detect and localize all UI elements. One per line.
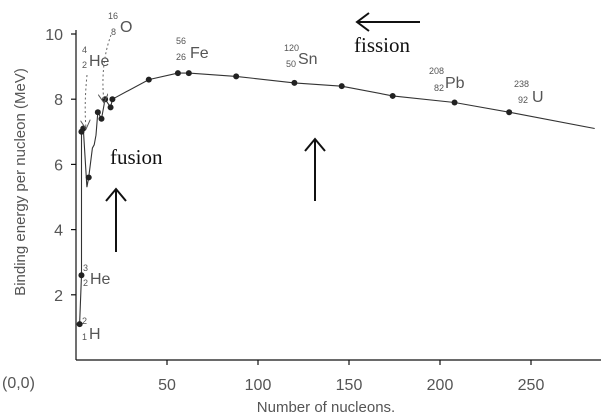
svg-text:238: 238: [514, 79, 529, 89]
svg-text:56: 56: [176, 36, 186, 46]
svg-text:2: 2: [82, 60, 87, 70]
svg-text:Sn: Sn: [298, 51, 318, 68]
isotope-label-h2: 2 1 H: [82, 316, 101, 343]
x-tick-label: 50: [158, 377, 176, 394]
svg-text:8: 8: [111, 27, 116, 37]
svg-text:26: 26: [176, 52, 186, 62]
fusion-label: fusion: [110, 145, 163, 169]
data-point: [109, 96, 116, 103]
svg-text:50: 50: [286, 59, 296, 69]
svg-text:82: 82: [434, 83, 444, 93]
isotope-label-o16: 16 8 O: [108, 11, 132, 37]
data-point: [107, 104, 114, 111]
isotope-label-pb208: 208 82 Pb: [429, 66, 465, 93]
x-tick-label: 100: [245, 377, 272, 394]
x-tick-label: 200: [427, 377, 454, 394]
svg-text:120: 120: [284, 43, 299, 53]
svg-text:4: 4: [82, 45, 87, 55]
fusion-arrowhead: [105, 187, 127, 202]
binding-energy-curve: [79, 72, 595, 325]
svg-text:Pb: Pb: [445, 75, 465, 92]
svg-text:2: 2: [83, 278, 88, 288]
data-point: [76, 321, 83, 328]
isotope-label-sn120: 120 50 Sn: [284, 43, 318, 69]
fission-label: fission: [354, 33, 411, 57]
data-point: [389, 92, 396, 99]
svg-text:92: 92: [518, 95, 528, 105]
isotope-label-fe56: 56 26 Fe: [176, 36, 209, 62]
data-point: [98, 115, 105, 122]
x-tick-label: 150: [336, 377, 363, 394]
y-tick-label: 8: [54, 92, 63, 109]
data-point: [291, 79, 298, 86]
y-tick-label: 4: [54, 223, 63, 240]
data-point: [78, 272, 85, 279]
data-point: [174, 70, 181, 77]
isotope-label-u238: 238 92 U: [514, 79, 544, 106]
svg-text:1: 1: [82, 332, 87, 342]
fission-arrowhead: [355, 12, 370, 32]
svg-text:Fe: Fe: [190, 45, 209, 62]
x-axis-label: Number of nucleons.: [257, 399, 395, 416]
svg-text:3: 3: [83, 263, 88, 273]
data-point: [145, 76, 152, 83]
svg-text:208: 208: [429, 66, 444, 76]
o16-leader-line: [103, 34, 112, 102]
energy-arrowhead: [304, 137, 326, 152]
data-point: [85, 174, 92, 181]
svg-text:U: U: [532, 89, 544, 106]
isotope-label-he4: 4 2 He: [82, 45, 110, 70]
data-point: [506, 109, 513, 116]
data-point: [102, 96, 109, 103]
y-tick-label: 10: [45, 27, 63, 44]
svg-text:He: He: [89, 53, 110, 70]
y-tick-label: 6: [54, 157, 63, 174]
data-point: [94, 109, 101, 116]
origin-label: (0,0): [2, 375, 35, 392]
svg-text:H: H: [89, 326, 101, 343]
data-point: [338, 83, 345, 90]
svg-text:16: 16: [108, 11, 118, 21]
svg-text:O: O: [120, 19, 132, 36]
he4-leader-line: [85, 74, 87, 128]
svg-text:He: He: [90, 271, 111, 288]
svg-text:2: 2: [82, 316, 87, 326]
isotope-label-he3: 3 2 He: [83, 263, 111, 288]
y-axis-label: Binding energy per nucleon (MeV): [12, 68, 29, 296]
data-point: [185, 70, 192, 77]
x-tick-label: 250: [518, 377, 545, 394]
data-point: [233, 73, 240, 80]
data-point: [451, 99, 458, 106]
y-tick-label: 2: [54, 288, 63, 305]
